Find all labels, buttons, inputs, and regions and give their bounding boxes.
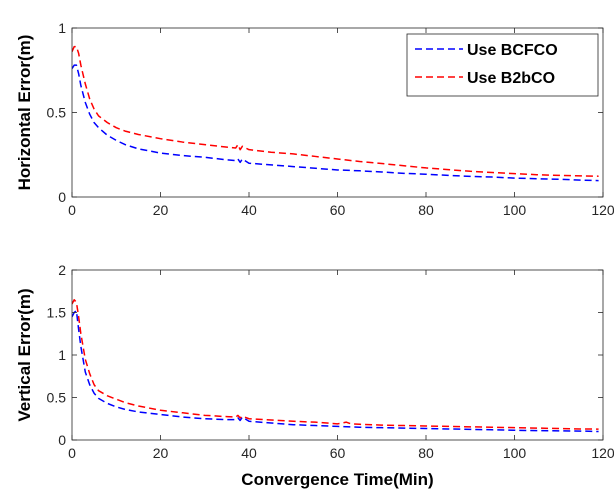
series-line-use-bcfco [72, 64, 599, 182]
x-tick-label: 80 [418, 445, 434, 461]
y-tick-label: 1 [58, 347, 66, 363]
y-tick-label: 0.5 [47, 390, 67, 406]
series-group [72, 45, 599, 182]
x-axis-label: Convergence Time(Min) [241, 470, 433, 489]
y-tick-label: 2 [58, 262, 66, 278]
y-axis-label: Vertical Error(m) [15, 288, 34, 421]
x-tick-label: 80 [418, 202, 434, 218]
x-tick-label: 100 [503, 445, 527, 461]
y-tick-label: 1.5 [47, 305, 67, 321]
legend-box [406, 33, 599, 97]
y-tick-label: 0 [58, 432, 66, 448]
legend-label: Use B2bCO [467, 70, 555, 87]
x-tick-label: 120 [591, 202, 614, 218]
x-tick-label: 40 [241, 202, 257, 218]
x-tick-label: 100 [503, 202, 527, 218]
legend-label: Use BCFCO [467, 42, 558, 59]
series-line-use-bcfco [72, 310, 599, 433]
x-tick-label: 20 [153, 445, 169, 461]
y-tick-label: 1 [58, 20, 66, 36]
x-tick-label: 120 [591, 445, 614, 461]
x-tick-label: 0 [68, 202, 76, 218]
x-tick-label: 60 [330, 202, 346, 218]
x-tick-label: 40 [241, 445, 257, 461]
series-line-use-b2bco [72, 45, 599, 177]
plot-area [72, 270, 603, 440]
series-line-use-b2bco [72, 299, 599, 430]
x-tick-label: 60 [330, 445, 346, 461]
x-tick-label: 0 [68, 445, 76, 461]
horizontal-error-panel: 0 20 40 60 80 100 120 0 0.5 1 Horizontal Error(m) U… [15, 20, 614, 218]
x-tick-label: 20 [153, 202, 169, 218]
series-group [72, 299, 599, 433]
y-axis-label: Horizontal Error(m) [15, 35, 34, 191]
legend: Use BCFCO Use B2bCO [406, 33, 599, 97]
y-tick-label: 0.5 [47, 105, 67, 121]
y-tick-label: 0 [58, 189, 66, 205]
vertical-error-panel: 0 20 40 60 80 100 120 0 0.5 1 1.5 2 Vertical Error(m… [15, 262, 614, 489]
